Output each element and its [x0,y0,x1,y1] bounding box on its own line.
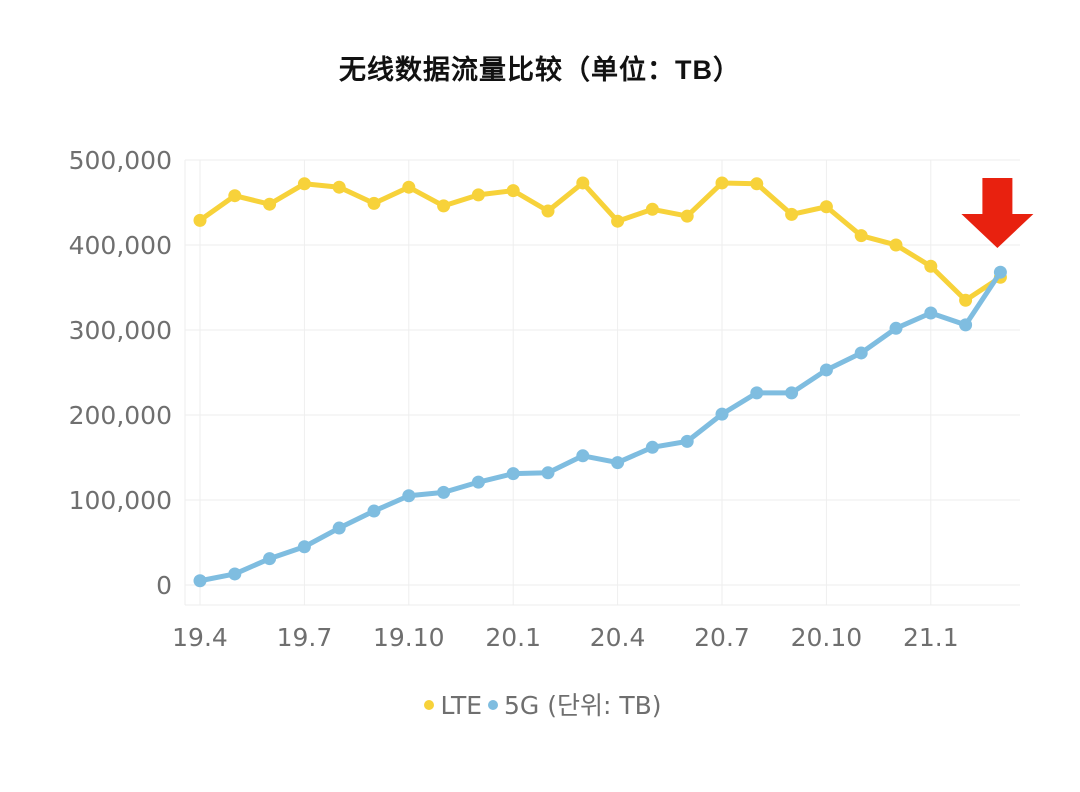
series-lte [193,176,1007,307]
x-tick-label: 21.1 [903,623,959,652]
data-point-5g [993,265,1007,279]
y-tick-label: 400,000 [69,231,172,260]
data-point-lte [680,209,694,223]
y-tick-label: 0 [156,571,172,600]
x-tick-label: 19.7 [277,623,333,652]
data-point-5g [645,440,659,454]
data-point-lte [332,180,346,194]
series-line-lte [197,180,1003,303]
x-tick-label: 20.4 [590,623,646,652]
data-point-lte [889,238,903,252]
data-point-5g [402,489,416,503]
y-tick-label: 300,000 [69,316,172,345]
legend-dot-lte [424,700,435,710]
data-point-5g [854,346,868,360]
data-point-5g [541,466,555,480]
data-point-lte [263,197,277,211]
data-point-5g [959,318,973,332]
x-tick-label: 20.10 [791,623,863,652]
data-point-lte [715,176,729,190]
data-point-lte [750,177,764,191]
data-point-lte [854,229,868,243]
y-tick-label: 100,000 [69,486,172,515]
data-point-lte [611,214,625,228]
data-point-5g [263,552,277,566]
series-group [193,176,1007,588]
x-tick-label: 20.7 [694,623,750,652]
data-point-lte [228,189,242,203]
data-point-5g [367,504,381,518]
data-point-5g [193,574,207,588]
data-point-lte [437,199,451,213]
data-point-lte [367,196,381,210]
data-point-lte [819,200,833,214]
data-point-5g [750,386,764,400]
data-point-5g [228,567,242,581]
data-point-lte [924,259,938,273]
x-axis-ticks: 19.4 19.7 19.10 20.1 20.4 20.7 20.10 21.1 [172,623,958,652]
data-point-5g [680,434,694,448]
data-point-5g [785,386,799,400]
data-point-5g [332,521,346,535]
data-point-5g [297,540,311,554]
data-point-lte [576,176,590,190]
annotations [961,178,1034,248]
x-tick-label: 19.10 [373,623,445,652]
data-point-5g [715,407,729,421]
data-point-lte [297,177,311,191]
x-tick-label: 20.1 [485,623,541,652]
data-point-5g [471,475,485,489]
data-point-lte [471,188,485,202]
data-point-lte [645,202,659,216]
data-point-lte [402,180,416,194]
arrow-down-icon [961,178,1034,248]
data-point-5g [924,306,938,320]
data-point-lte [193,213,207,227]
data-point-5g [819,363,833,377]
data-point-lte [506,184,520,198]
x-tick-label: 19.4 [172,623,228,652]
data-point-lte [959,293,973,307]
data-point-5g [506,467,520,481]
series-5g [193,265,1007,588]
chart-title: 无线数据流量比较（单位：TB） [339,55,741,85]
legend-label-5g: 5G (단위: TB) [504,691,662,720]
legend-dot-5g [488,700,499,710]
legend: LTE 5G (단위: TB) [0,686,1080,722]
y-tick-label: 500,000 [69,146,172,175]
data-point-5g [889,321,903,335]
data-point-5g [576,449,590,463]
y-axis-ticks: 0 100,000 200,000 300,000 400,000 500,000 [69,146,172,600]
data-point-lte [541,204,555,218]
y-tick-label: 200,000 [69,401,172,430]
data-point-lte [785,207,799,221]
legend-label-lte: LTE [440,691,483,720]
series-line-5g [197,269,1003,584]
grid [184,159,1020,606]
data-point-5g [611,456,625,470]
data-point-5g [437,485,451,499]
